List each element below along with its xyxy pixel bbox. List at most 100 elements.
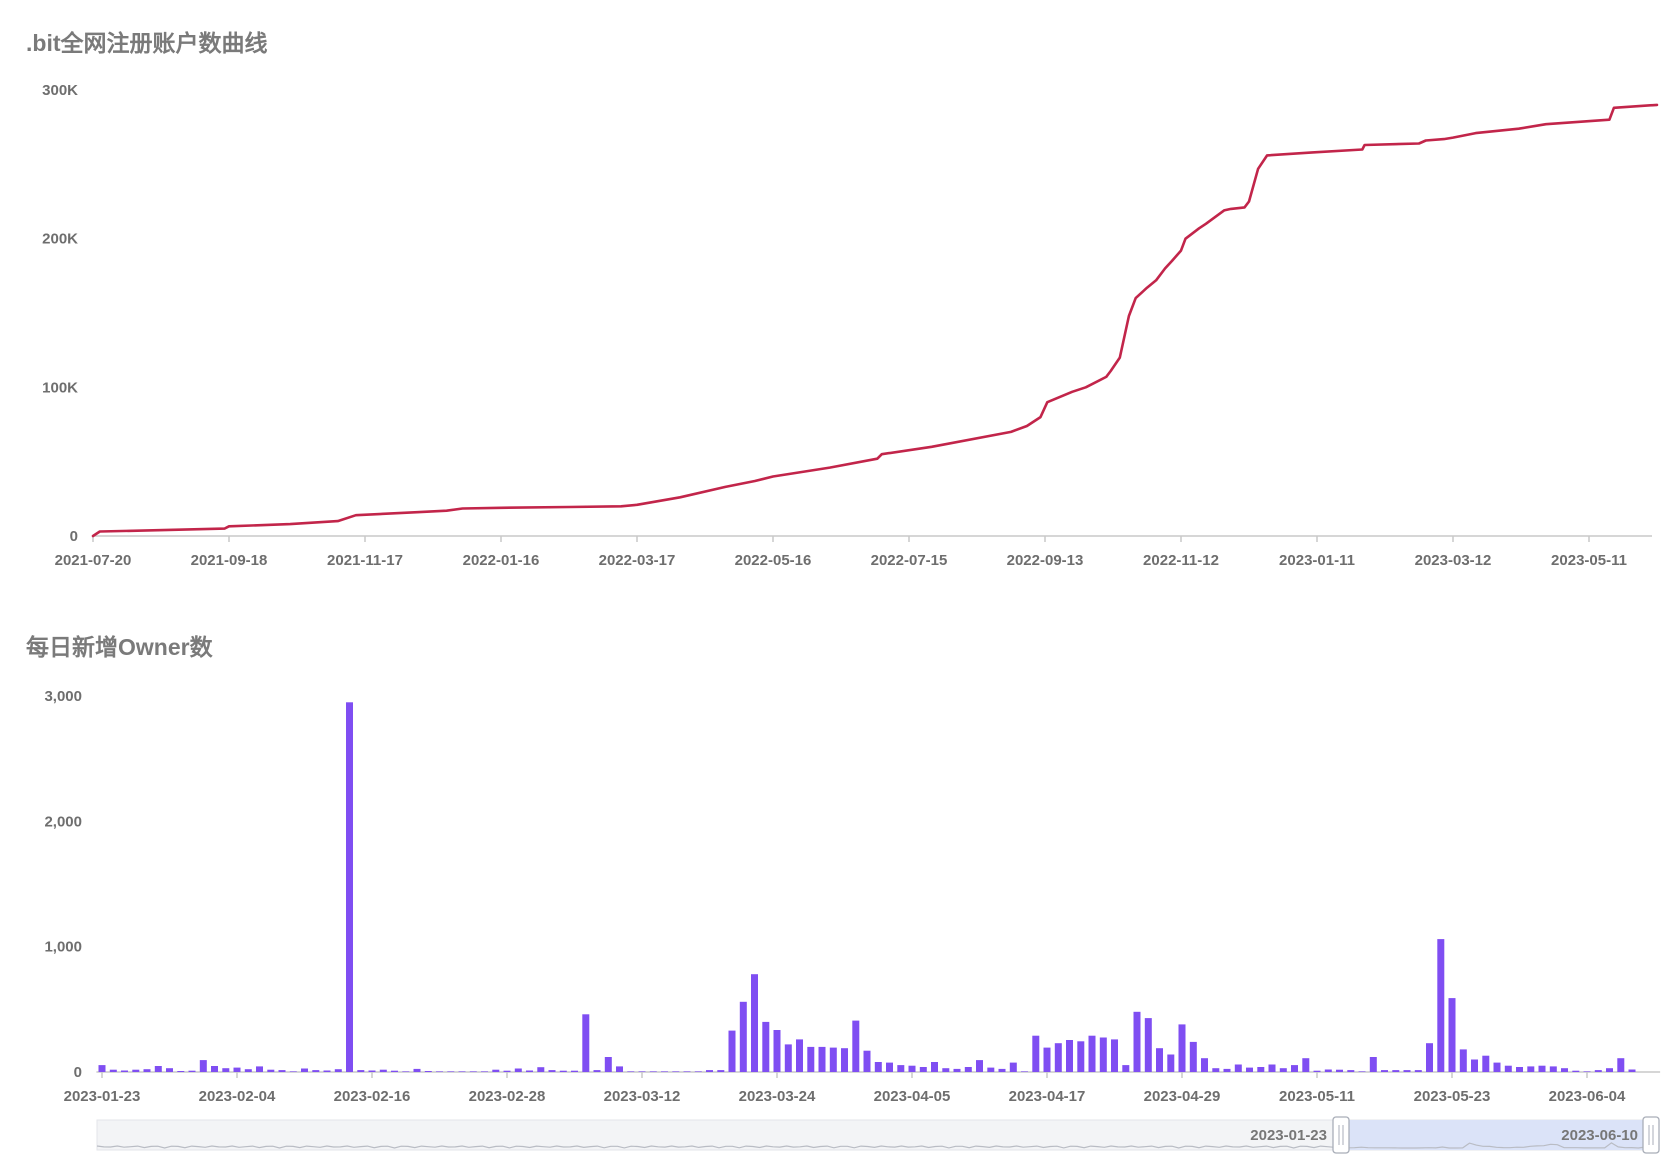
bar-daily-owners <box>852 1020 860 1072</box>
line-y-tick-label: 100K <box>42 379 78 396</box>
bar-daily-owners <box>1561 1068 1568 1072</box>
bar-daily-owners <box>908 1065 916 1072</box>
bar-daily-owners <box>1156 1048 1163 1072</box>
bar-daily-owners <box>1212 1068 1220 1072</box>
line-x-tick-label: 2022-07-15 <box>871 552 948 569</box>
bar-daily-owners <box>1516 1067 1523 1072</box>
bar-daily-owners <box>784 1044 792 1072</box>
bar-daily-owners <box>818 1046 826 1072</box>
line-x-tick-label: 2023-01-11 <box>1279 552 1355 569</box>
bar-daily-owners <box>1122 1065 1130 1072</box>
bar-x-tick-label: 2023-04-17 <box>1009 1088 1086 1105</box>
bar-daily-owners <box>717 1070 725 1072</box>
bar-daily-owners <box>289 1071 297 1072</box>
zoom-slider-start-label: 2023-01-23 <box>1250 1127 1327 1144</box>
bar-daily-owners <box>1178 1024 1186 1072</box>
bar-daily-owners <box>593 1070 601 1072</box>
bar-daily-owners <box>1392 1070 1400 1072</box>
bar-daily-owners <box>1133 1011 1141 1072</box>
bar-daily-owners <box>1032 1035 1040 1072</box>
bar-daily-owners <box>1009 1062 1017 1072</box>
bar-daily-owners <box>1021 1071 1028 1072</box>
bar-daily-owners <box>109 1069 117 1072</box>
bar-daily-owners <box>1279 1068 1287 1072</box>
bar-daily-owners <box>199 1060 207 1072</box>
bar-x-tick-label: 2023-04-29 <box>1144 1088 1221 1105</box>
bar-x-tick-label: 2023-02-28 <box>469 1088 546 1105</box>
bar-daily-owners <box>1167 1054 1175 1072</box>
zoom-slider-start-handle[interactable] <box>1332 1116 1350 1154</box>
bar-x-tick-label: 2023-02-04 <box>199 1088 276 1105</box>
zoom-slider-end-handle[interactable] <box>1642 1116 1660 1154</box>
bar-daily-owners <box>1628 1069 1636 1072</box>
bar-daily-owners <box>537 1067 545 1072</box>
bar-daily-owners <box>649 1071 657 1072</box>
bar-daily-owners <box>492 1069 500 1072</box>
line-x-tick-label: 2023-03-12 <box>1415 552 1492 569</box>
bar-daily-owners <box>1549 1066 1557 1072</box>
bar-daily-owners <box>1527 1066 1535 1072</box>
bar-y-tick-label: 3,000 <box>44 688 82 705</box>
bar-daily-owners <box>1313 1070 1321 1072</box>
bar-daily-owners <box>627 1071 635 1072</box>
bar-daily-owners <box>413 1068 421 1072</box>
bar-daily-owners <box>1414 1070 1422 1072</box>
line-x-tick-label: 2021-09-18 <box>191 552 268 569</box>
bar-daily-owners <box>1099 1037 1107 1072</box>
bar-daily-owners <box>188 1070 196 1072</box>
bar-x-tick-label: 2023-03-12 <box>604 1088 681 1105</box>
bar-daily-owners <box>244 1069 252 1072</box>
bar-x-tick-label: 2023-05-11 <box>1279 1088 1355 1105</box>
bar-daily-owners <box>1077 1041 1085 1072</box>
bar-daily-owners <box>897 1065 905 1072</box>
bar-daily-owners <box>1223 1068 1231 1072</box>
bar-daily-owners <box>683 1071 691 1072</box>
bar-daily-owners <box>1043 1047 1051 1072</box>
bar-daily-owners <box>98 1065 106 1072</box>
bar-x-tick-label: 2023-01-23 <box>64 1088 141 1105</box>
bar-daily-owners <box>1201 1058 1208 1072</box>
bar-daily-owners <box>571 1070 578 1072</box>
line-x-tick-label: 2022-09-13 <box>1007 552 1084 569</box>
bar-daily-owners <box>1144 1018 1152 1072</box>
bar-daily-owners <box>312 1070 320 1072</box>
bar-daily-owners <box>379 1069 387 1072</box>
line-x-tick-label: 2021-07-20 <box>55 552 132 569</box>
bar-daily-owners <box>1066 1040 1073 1072</box>
bar-daily-owners <box>154 1066 162 1072</box>
bar-daily-owners <box>1381 1070 1388 1072</box>
bar-daily-owners <box>548 1070 556 1072</box>
line-x-tick-label: 2021-11-17 <box>327 552 403 569</box>
bar-daily-owners <box>1234 1064 1242 1072</box>
bar-daily-owners <box>278 1070 286 1072</box>
bar-daily-owners <box>964 1067 972 1072</box>
bar-daily-owners <box>1358 1071 1366 1072</box>
bar-daily-owners <box>672 1071 680 1072</box>
bar-daily-owners <box>436 1071 443 1072</box>
bar-daily-owners <box>301 1068 308 1072</box>
bar-daily-owners <box>863 1050 871 1072</box>
bar-daily-owners <box>1369 1057 1377 1072</box>
bar-x-tick-label: 2023-03-24 <box>739 1088 816 1105</box>
bar-daily-owners <box>1482 1055 1490 1072</box>
bar-daily-owners <box>874 1062 882 1072</box>
bar-daily-owners <box>1504 1065 1512 1072</box>
line-y-tick-label: 200K <box>42 231 78 248</box>
bar-daily-owners <box>751 974 758 1072</box>
bar-daily-owners <box>953 1068 961 1072</box>
bar-daily-owners <box>807 1046 815 1072</box>
bar-x-tick-label: 2023-05-23 <box>1414 1088 1491 1105</box>
bar-daily-owners <box>987 1067 995 1072</box>
zoom-slider-selection[interactable] <box>1341 1120 1652 1150</box>
bar-daily-owners <box>1257 1067 1265 1072</box>
bar-x-tick-label: 2023-02-16 <box>334 1088 411 1105</box>
bar-daily-owners <box>357 1070 365 1072</box>
bar-daily-owners <box>1617 1058 1625 1072</box>
bar-daily-owners <box>694 1071 702 1072</box>
line-y-tick-label: 0 <box>70 528 78 545</box>
bar-daily-owners <box>1426 1043 1433 1072</box>
bar-daily-owners <box>1088 1035 1096 1072</box>
bar-daily-owners <box>334 1069 342 1072</box>
bar-daily-owners <box>424 1071 432 1072</box>
